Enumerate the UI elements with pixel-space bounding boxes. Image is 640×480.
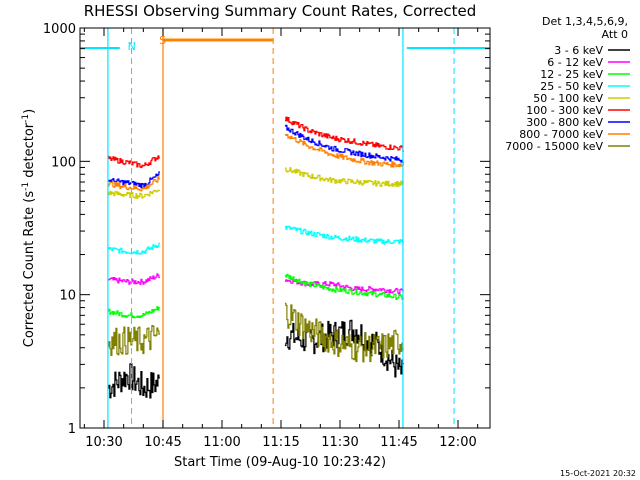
legend-label-7: 800 - 7000 keV [519, 128, 603, 141]
legend-label-4: 50 - 100 keV [533, 92, 603, 105]
x-tick-label-2: 11:00 [203, 435, 240, 450]
series-2-segment-1 [284, 273, 404, 300]
x-tick-label-6: 12:00 [439, 435, 476, 450]
x-axis-label: Start Time (09-Aug-10 10:23:42) [174, 455, 386, 470]
saa-flag-label: S [159, 34, 166, 47]
chart-title: RHESSI Observing Summary Count Rates, Co… [84, 2, 477, 20]
night-flag-label: N [128, 40, 136, 53]
y-tick-label-0: 1 [68, 422, 76, 437]
x-tick-label-4: 11:30 [321, 435, 358, 450]
series-6-segment-0 [107, 171, 160, 189]
series-3-segment-0 [107, 242, 160, 255]
legend-label-3: 25 - 50 keV [540, 80, 603, 93]
legend-header-line1: Det 1,3,4,5,6,9, [542, 15, 628, 28]
series-4 [107, 167, 404, 199]
series-2 [107, 273, 404, 319]
series-8-segment-0 [107, 325, 160, 356]
series-4-segment-1 [284, 167, 404, 187]
legend-label-2: 12 - 25 keV [540, 68, 603, 81]
series-8-segment-1 [284, 302, 404, 363]
x-tick-label-5: 11:45 [380, 435, 417, 450]
series-5 [107, 116, 404, 169]
series-6-segment-1 [284, 124, 404, 164]
legend-label-6: 300 - 800 keV [526, 116, 603, 129]
legend-header-line2: Att 0 [602, 28, 628, 41]
series-0-segment-0 [107, 363, 160, 399]
series-5-segment-0 [107, 155, 160, 169]
y-axis-label: Corrected Count Rate (s-1 detector-1) [21, 109, 37, 347]
legend-label-0: 3 - 6 keV [554, 44, 603, 57]
series-2-segment-0 [107, 306, 160, 319]
series-7-segment-1 [284, 133, 404, 168]
series-3 [107, 225, 404, 255]
x-tick-label-1: 10:45 [144, 435, 181, 450]
x-tick-label-0: 10:30 [85, 435, 122, 450]
series-8 [107, 302, 404, 363]
series-6 [107, 124, 404, 189]
y-tick-label-1: 10 [59, 289, 76, 304]
series-7 [107, 133, 404, 192]
series-1-segment-0 [107, 273, 160, 285]
y-tick-label-3: 1000 [43, 22, 76, 37]
series-4-segment-0 [107, 189, 160, 199]
series-3-segment-1 [284, 225, 404, 245]
series-7-segment-0 [107, 176, 160, 192]
legend-label-8: 7000 - 15000 keV [505, 140, 603, 153]
plot-frame [79, 27, 491, 429]
x-axis-ticks: 10:30 10:45 11:00 11:15 11:30 11:45 12:00 [83, 28, 479, 450]
x-tick-label-3: 11:15 [262, 435, 299, 450]
y-axis-ticks: 1 10 100 1000 [43, 22, 490, 437]
series-0 [107, 319, 404, 399]
legend-label-5: 100 - 300 keV [526, 104, 603, 117]
series-5-segment-1 [284, 116, 404, 152]
y-tick-label-2: 100 [51, 155, 76, 170]
footer-timestamp: 15-Oct-2021 20:32 [560, 469, 636, 478]
series-0-segment-1 [284, 319, 404, 378]
legend-label-1: 6 - 12 keV [547, 56, 603, 69]
